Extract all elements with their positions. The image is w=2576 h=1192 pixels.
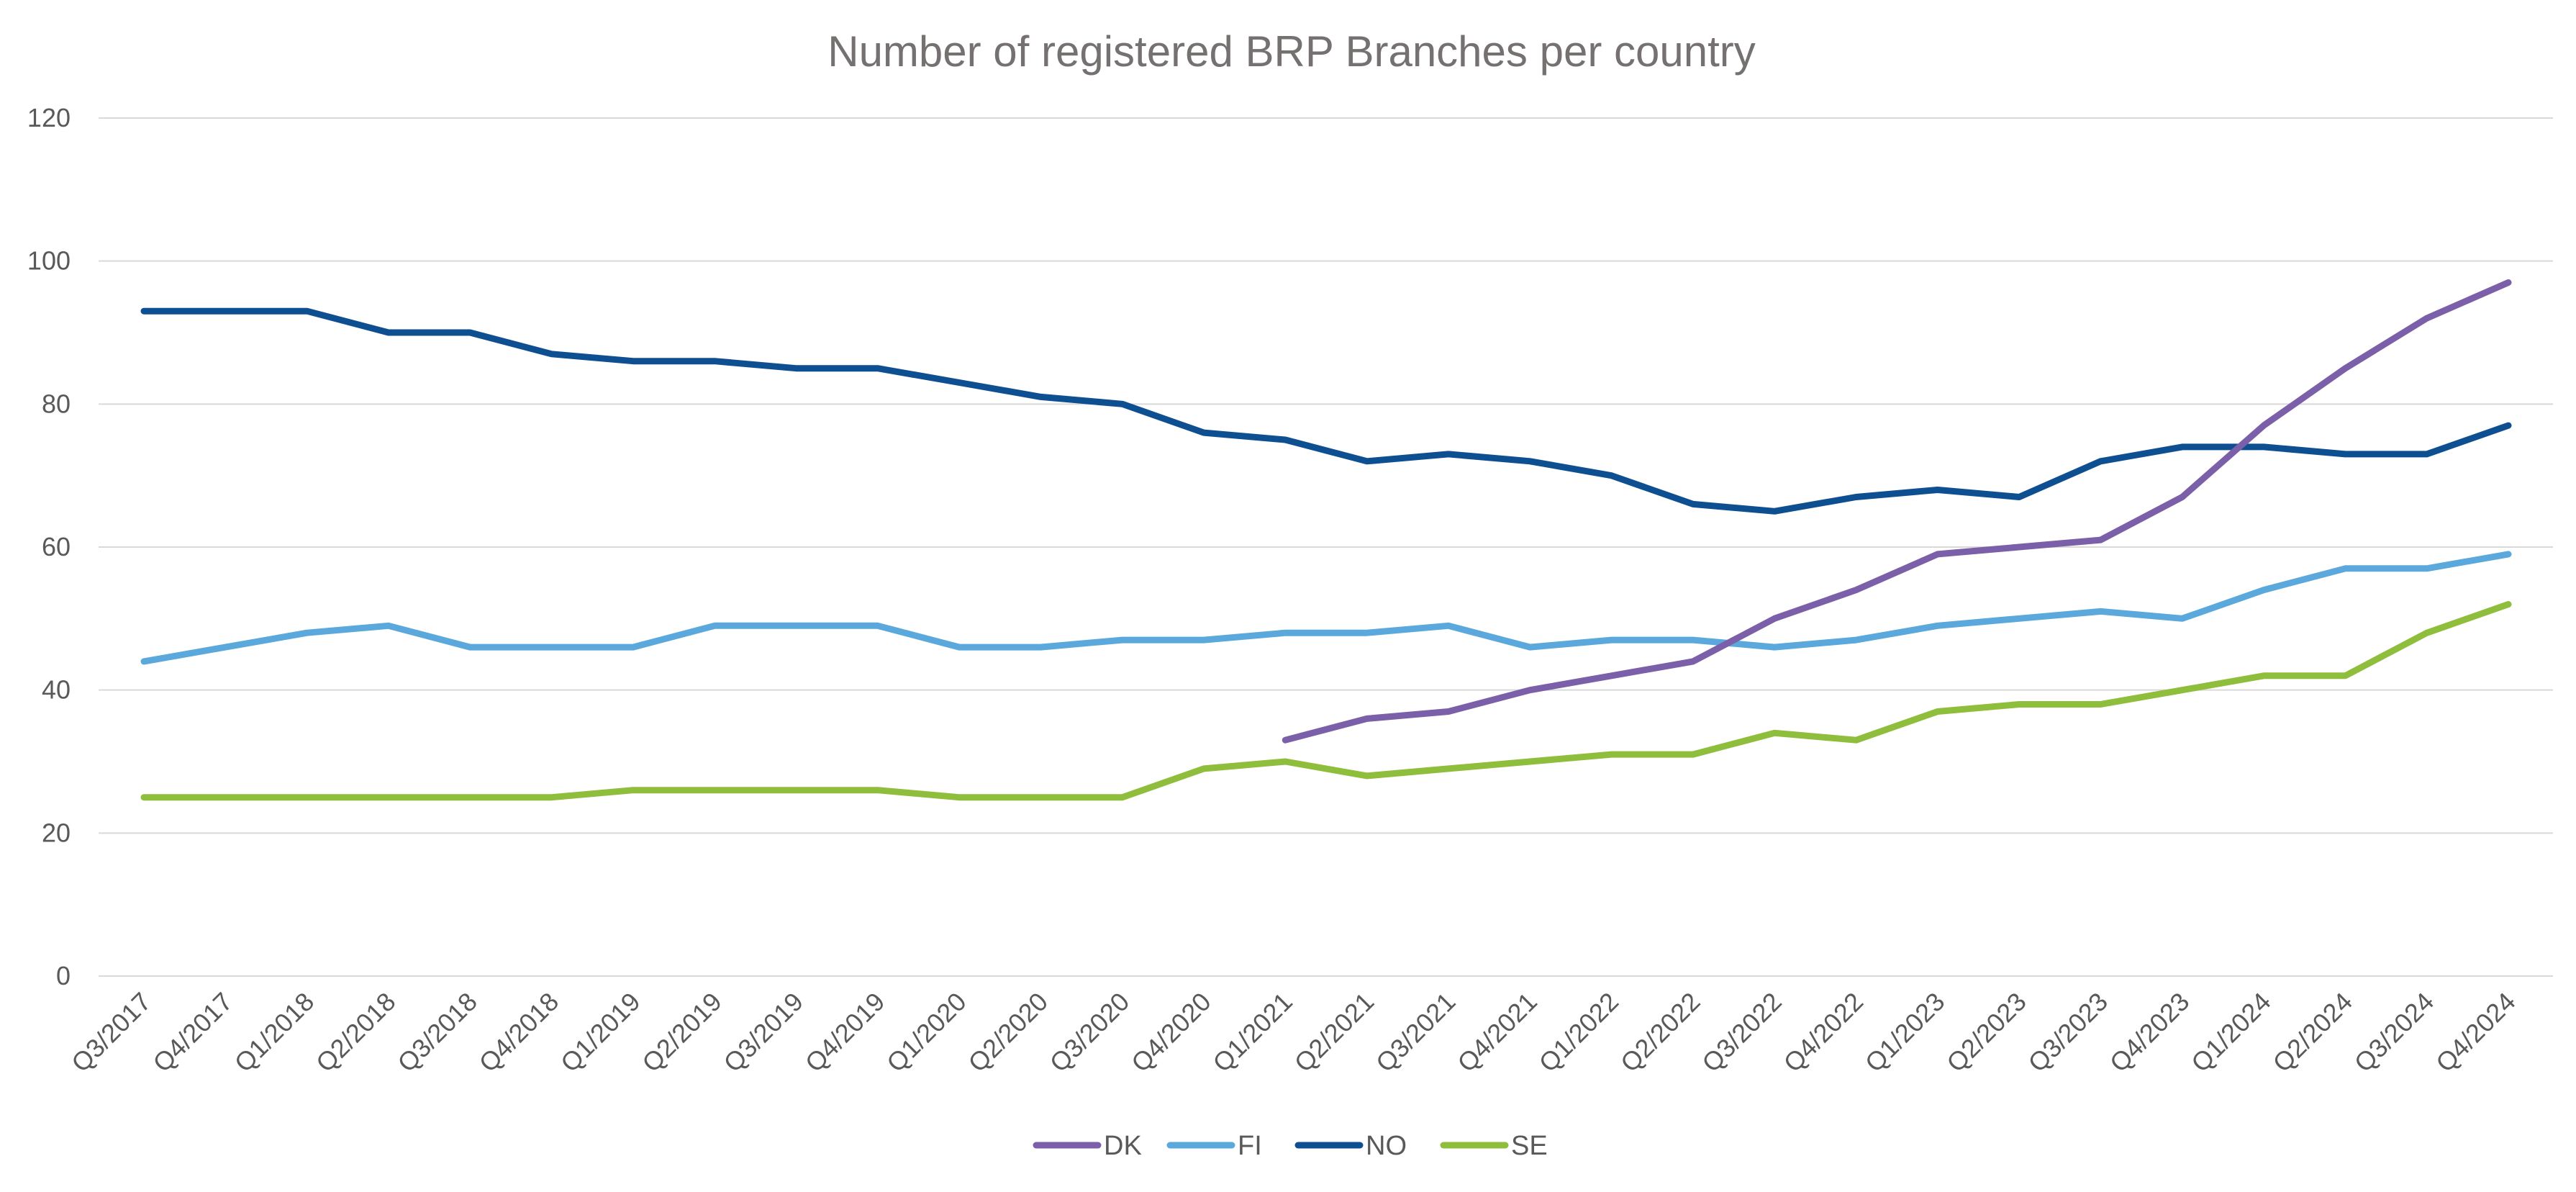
y-tick-label: 100 xyxy=(27,246,71,276)
legend-label: NO xyxy=(1366,1131,1407,1161)
y-tick-label: 0 xyxy=(56,961,71,990)
legend-item-dk[interactable]: DK xyxy=(1033,1131,1142,1161)
legend-item-no[interactable]: NO xyxy=(1294,1131,1407,1161)
legend-label: FI xyxy=(1238,1131,1262,1161)
x-tick-label: Q1/2019 xyxy=(555,987,646,1078)
chart-title: Number of registered BRP Branches per co… xyxy=(827,27,1756,76)
y-tick-label: 120 xyxy=(27,103,71,132)
series-line-fi xyxy=(140,551,2512,665)
legend-label: DK xyxy=(1104,1131,1142,1161)
x-tick-label: Q2/2018 xyxy=(310,987,402,1078)
x-tick-label: Q4/2020 xyxy=(1125,987,1217,1078)
x-tick-label: Q2/2023 xyxy=(1941,987,2032,1078)
x-tick-label: Q3/2019 xyxy=(717,987,809,1078)
x-tick-label: Q3/2022 xyxy=(1696,987,1787,1078)
x-tick-label: Q1/2023 xyxy=(1859,987,1951,1078)
x-tick-label: Q4/2022 xyxy=(1778,987,1869,1078)
x-tick-label: Q4/2019 xyxy=(799,987,891,1078)
x-tick-label: Q3/2020 xyxy=(1044,987,1135,1078)
x-tick-label: Q3/2024 xyxy=(2349,987,2440,1078)
x-axis-tick-labels: Q3/2017Q4/2017Q1/2018Q2/2018Q3/2018Q4/20… xyxy=(65,987,2521,1078)
x-tick-label: Q2/2021 xyxy=(1289,987,1380,1078)
series-line-no xyxy=(140,307,2512,515)
series-line-dk xyxy=(1282,279,2512,744)
x-tick-label: Q4/2017 xyxy=(147,987,238,1078)
x-tick-label: Q4/2021 xyxy=(1451,987,1543,1078)
x-tick-label: Q3/2021 xyxy=(1370,987,1461,1078)
x-tick-label: Q1/2021 xyxy=(1207,987,1298,1078)
x-tick-label: Q1/2022 xyxy=(1533,987,1625,1078)
legend-label: SE xyxy=(1511,1131,1548,1161)
legend-item-se[interactable]: SE xyxy=(1440,1131,1548,1161)
x-tick-label: Q3/2023 xyxy=(2022,987,2113,1078)
y-tick-label: 80 xyxy=(42,389,71,418)
x-tick-label: Q3/2017 xyxy=(65,987,157,1078)
x-tick-label: Q1/2024 xyxy=(2185,987,2277,1078)
x-tick-label: Q4/2018 xyxy=(473,987,565,1078)
y-tick-label: 40 xyxy=(42,675,71,705)
x-tick-label: Q2/2019 xyxy=(636,987,727,1078)
x-tick-label: Q3/2018 xyxy=(391,987,483,1078)
series-line-se xyxy=(140,601,2512,801)
x-tick-label: Q4/2023 xyxy=(2104,987,2195,1078)
y-axis-tick-labels: 0 20 40 60 80 100 120 xyxy=(27,103,71,990)
legend: DK FI NO SE xyxy=(1033,1131,1548,1161)
y-tick-label: 60 xyxy=(42,532,71,561)
series-lines xyxy=(140,279,2512,801)
x-tick-label: Q1/2018 xyxy=(229,987,320,1078)
y-tick-label: 20 xyxy=(42,818,71,847)
x-tick-label: Q4/2024 xyxy=(2430,987,2521,1078)
x-tick-label: Q2/2024 xyxy=(2267,987,2358,1078)
x-tick-label: Q2/2022 xyxy=(1615,987,1706,1078)
x-tick-label: Q1/2020 xyxy=(881,987,972,1078)
legend-item-fi[interactable]: FI xyxy=(1166,1131,1262,1161)
gridlines xyxy=(99,117,2553,977)
x-tick-label: Q2/2020 xyxy=(962,987,1053,1078)
